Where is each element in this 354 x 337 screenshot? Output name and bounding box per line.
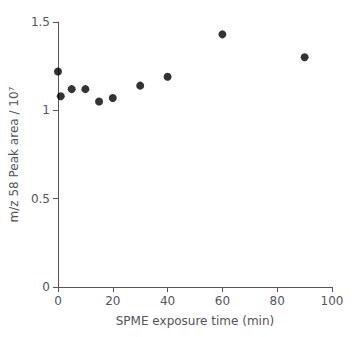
svg-text:1: 1 (42, 103, 50, 117)
svg-text:80: 80 (270, 294, 285, 308)
svg-text:0: 0 (42, 280, 50, 294)
svg-text:1.5: 1.5 (31, 15, 50, 29)
svg-text:100: 100 (321, 294, 344, 308)
svg-text:0: 0 (54, 294, 62, 308)
svg-text:SPME exposure time (min): SPME exposure time (min) (116, 314, 274, 328)
svg-text:40: 40 (160, 294, 175, 308)
svg-text:0.5: 0.5 (31, 192, 50, 206)
svg-text:60: 60 (215, 294, 230, 308)
svg-text:m/z 58 Peak area / 10⁷: m/z 58 Peak area / 10⁷ (7, 86, 21, 222)
svg-text:20: 20 (105, 294, 120, 308)
